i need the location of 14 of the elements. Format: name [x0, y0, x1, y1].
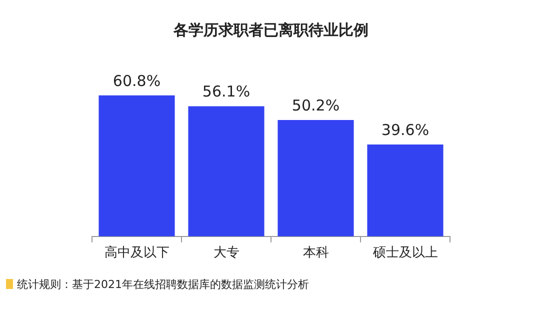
bar: [278, 120, 354, 236]
text: 统计规则：基于2021年在线招聘数据库的数据监测统计分析: [17, 276, 309, 292]
data-label: 60.8%: [112, 72, 161, 90]
bar: [188, 106, 264, 236]
data-label: 39.6%: [381, 120, 430, 139]
data-label: 50.2%: [292, 96, 340, 114]
data-label: 56.1%: [202, 82, 250, 101]
x-tick-label: 本科: [302, 246, 329, 261]
bar: [367, 144, 444, 236]
x-tick-label: 大专: [213, 246, 240, 261]
chart-title: 各学历求职者已离职待业比例: [172, 20, 368, 39]
x-tick-label: 硕士及以上: [372, 246, 438, 261]
x-tick-label: 高中及以下: [104, 244, 170, 261]
bar: [98, 95, 175, 236]
